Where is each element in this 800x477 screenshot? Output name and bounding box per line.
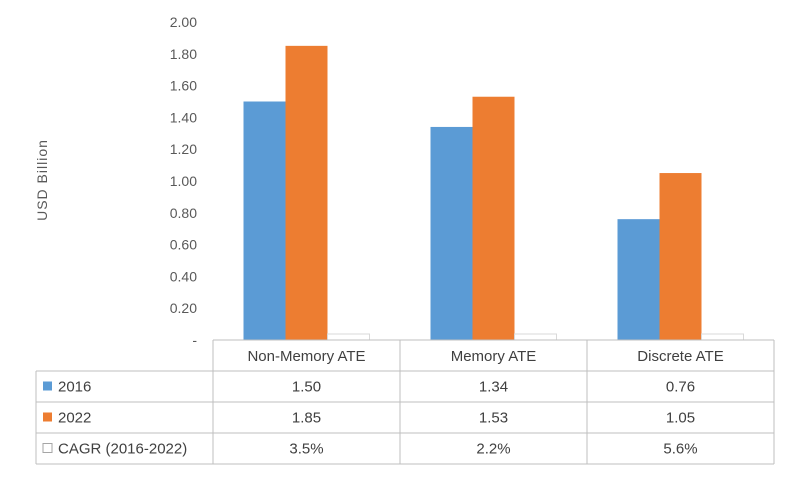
y-tick-label: 1.00 <box>170 173 197 189</box>
bar-2022-1 <box>285 45 328 340</box>
data-value: 1.34 <box>479 379 508 396</box>
data-value: 1.05 <box>666 410 695 427</box>
y-tick-label: 0.40 <box>170 268 197 284</box>
category-label: Non-Memory ATE <box>247 348 365 365</box>
bar-2016-3 <box>617 219 660 340</box>
series-label: 2022 <box>58 410 91 427</box>
bar-2016-2 <box>430 126 473 340</box>
y-tick-label: 1.40 <box>170 109 197 125</box>
legend-key-2016 <box>43 381 52 391</box>
category-label: Discrete ATE <box>637 348 723 365</box>
data-value: 2.2% <box>476 441 510 458</box>
y-tick-label: 2.00 <box>170 14 197 30</box>
bars <box>243 45 744 341</box>
y-tick-label: 1.80 <box>170 46 197 62</box>
legend-key-2022 <box>43 412 52 422</box>
series-label: CAGR (2016-2022) <box>58 441 187 458</box>
y-axis-title: USD Billion <box>34 139 50 221</box>
bar-cagr-3 <box>701 333 744 341</box>
data-table: Non-Memory ATE Memory ATE Discrete ATE 2016… <box>35 339 775 465</box>
bar-2022-2 <box>472 96 515 340</box>
category-label: Memory ATE <box>451 348 537 365</box>
y-tick-label: 0.20 <box>170 300 197 316</box>
y-tick-label: - <box>192 332 197 348</box>
data-value: 1.53 <box>479 410 508 427</box>
data-value: 0.76 <box>666 379 695 396</box>
series-label: 2016 <box>58 379 91 396</box>
bar-cagr-1 <box>327 333 370 341</box>
y-tick-label: 0.60 <box>170 237 197 253</box>
bar-2016-1 <box>243 101 286 340</box>
data-value: 5.6% <box>663 441 697 458</box>
y-tick-label: 0.80 <box>170 205 197 221</box>
data-value: 3.5% <box>289 441 323 458</box>
bar-cagr-2 <box>514 333 557 341</box>
data-value: 1.85 <box>292 410 321 427</box>
legend-key-cagr <box>42 443 53 453</box>
y-tick-label: 1.20 <box>170 141 197 157</box>
y-axis-ticks: - 0.20 0.40 0.60 0.80 1.00 1.20 1.40 1.60 1.80 2.0… <box>170 14 198 348</box>
bar-2022-3 <box>659 173 702 340</box>
data-value: 1.50 <box>292 379 321 396</box>
y-tick-label: 1.60 <box>170 78 197 94</box>
